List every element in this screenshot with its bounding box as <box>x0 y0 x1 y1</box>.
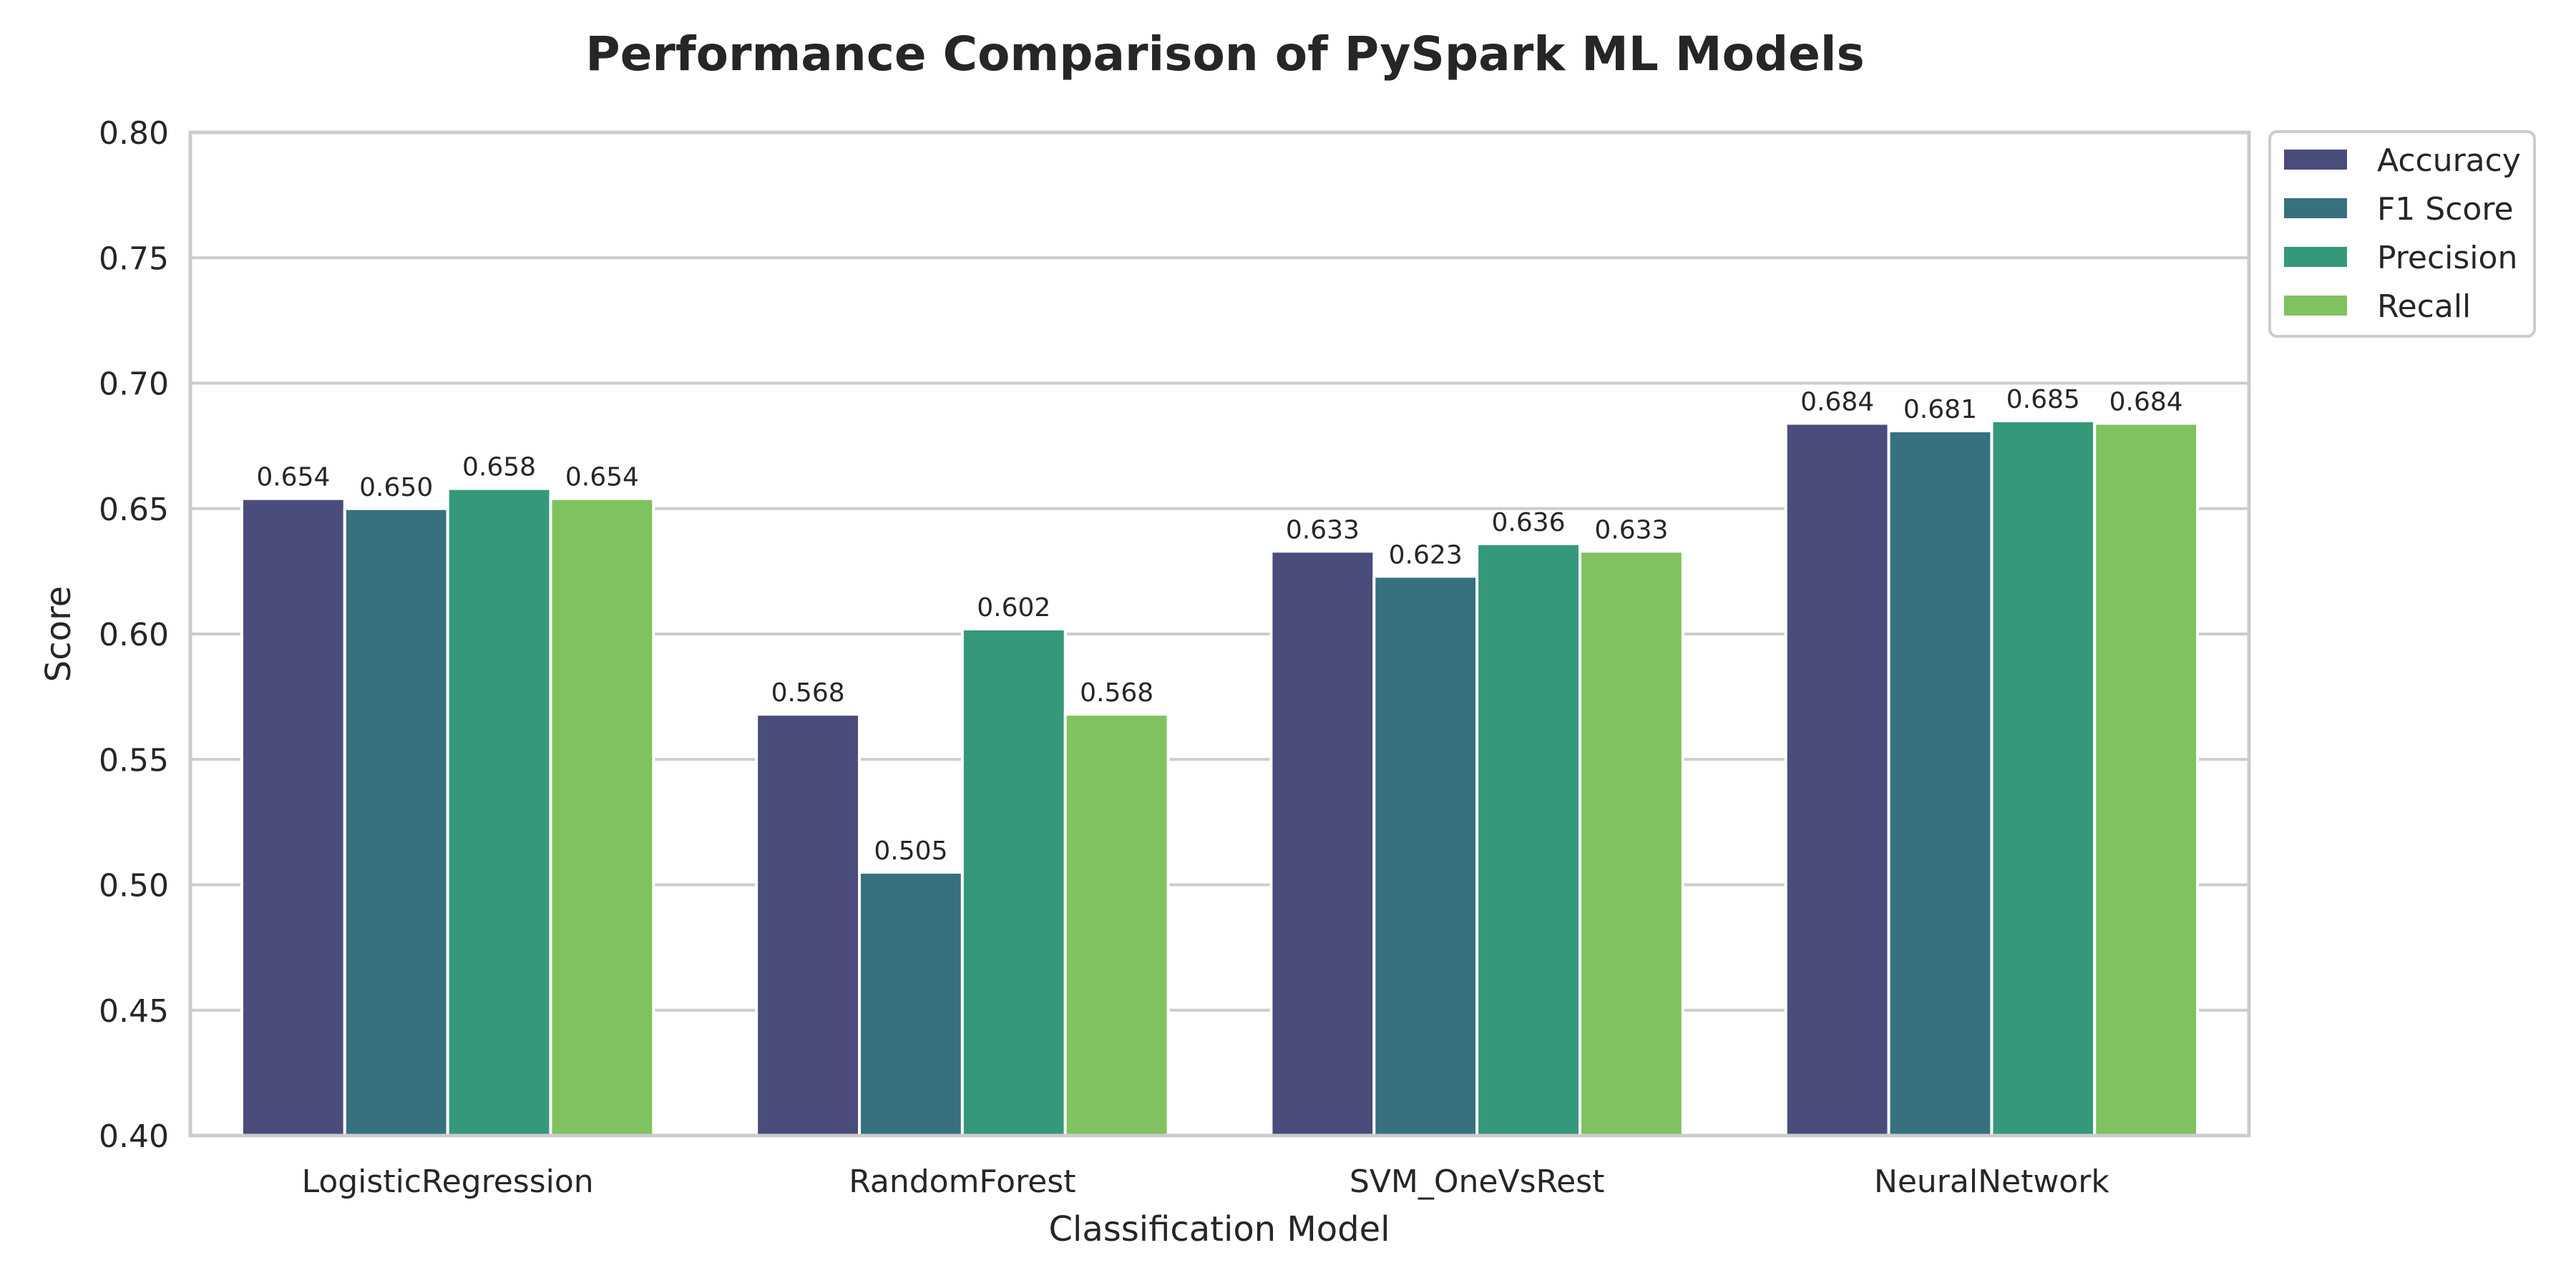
bar-accuracy <box>755 713 862 1137</box>
y-tick-label: 0.80 <box>99 115 169 152</box>
bar-value-labels: 0.654 0.650 0.658 0.654 0.568 0.505 0.602 0.568… <box>256 385 2182 866</box>
bar-recall <box>549 497 655 1137</box>
y-tick-label: 0.75 <box>99 240 169 277</box>
bar-recall <box>1578 550 1684 1137</box>
bar-value-label: 0.568 <box>1080 678 1153 708</box>
x-axis-ticks: LogisticRegression RandomForest SVM_OneVsR… <box>302 1163 2110 1200</box>
bar-precision <box>1475 542 1581 1137</box>
bar-value-label: 0.685 <box>2006 385 2080 414</box>
legend-label: Accuracy <box>2377 142 2521 179</box>
bar-value-label: 0.658 <box>462 453 536 482</box>
bar-value-label: 0.505 <box>874 836 947 866</box>
y-axis-label: Score <box>39 586 79 682</box>
bar-value-label: 0.602 <box>977 593 1050 623</box>
bar-value-label: 0.636 <box>1492 508 1566 537</box>
bars <box>240 419 2200 1137</box>
bar-value-label: 0.650 <box>359 473 433 502</box>
legend-label: Recall <box>2377 288 2471 325</box>
legend-swatch <box>2284 296 2347 316</box>
legend-label: Precision <box>2377 240 2517 276</box>
chart-title: Performance Comparison of PySpark ML Mod… <box>585 26 1865 82</box>
bar-accuracy <box>240 497 346 1137</box>
bar-precision <box>960 627 1067 1137</box>
x-axis-label: Classification Model <box>1049 1209 1390 1249</box>
y-tick-label: 0.60 <box>99 617 169 653</box>
x-tick-label: SVM_OneVsRest <box>1350 1163 1604 1200</box>
x-tick-label: LogisticRegression <box>302 1163 594 1200</box>
bar-accuracy <box>1269 550 1376 1137</box>
bar-recall <box>1063 713 1170 1137</box>
bar-recall <box>2093 421 2200 1137</box>
bar-value-label: 0.633 <box>1286 515 1360 545</box>
y-tick-label: 0.40 <box>99 1118 169 1155</box>
bar-value-label: 0.654 <box>256 463 330 492</box>
plot-frame <box>188 130 2251 1138</box>
y-tick-label: 0.55 <box>99 742 169 779</box>
bar-precision <box>446 487 552 1137</box>
bar-value-label: 0.623 <box>1389 540 1463 570</box>
x-tick-label: RandomForest <box>849 1163 1075 1200</box>
y-tick-label: 0.70 <box>99 366 169 403</box>
y-tick-label: 0.65 <box>99 492 169 528</box>
bar-value-label: 0.633 <box>1594 515 1668 545</box>
bar-accuracy <box>1784 421 1890 1137</box>
bar-value-label: 0.684 <box>2109 388 2183 417</box>
legend-label: F1 Score <box>2377 191 2514 228</box>
bar-value-label: 0.568 <box>771 678 845 708</box>
y-tick-label: 0.45 <box>99 993 169 1030</box>
bar-value-label: 0.684 <box>1800 388 1874 417</box>
bar-f1-score <box>858 870 964 1137</box>
y-axis-ticks: 0.40 0.45 0.50 0.55 0.60 0.65 0.70 0.75 0.80 <box>99 115 169 1155</box>
bar-value-label: 0.654 <box>565 463 639 492</box>
bar-value-label: 0.681 <box>1903 395 1977 424</box>
legend-swatch <box>2284 198 2347 218</box>
y-tick-label: 0.50 <box>99 868 169 904</box>
legend-swatch <box>2284 247 2347 267</box>
bar-precision <box>1990 419 2097 1137</box>
bar-f1-score <box>1372 575 1479 1137</box>
legend-swatch <box>2284 150 2347 170</box>
bar-f1-score <box>343 507 449 1137</box>
bar-f1-score <box>1887 429 1994 1137</box>
x-tick-label: NeuralNetwork <box>1874 1163 2109 1200</box>
legend: Accuracy F1 Score Precision Recall <box>2268 130 2536 338</box>
legend-box <box>2268 130 2536 338</box>
